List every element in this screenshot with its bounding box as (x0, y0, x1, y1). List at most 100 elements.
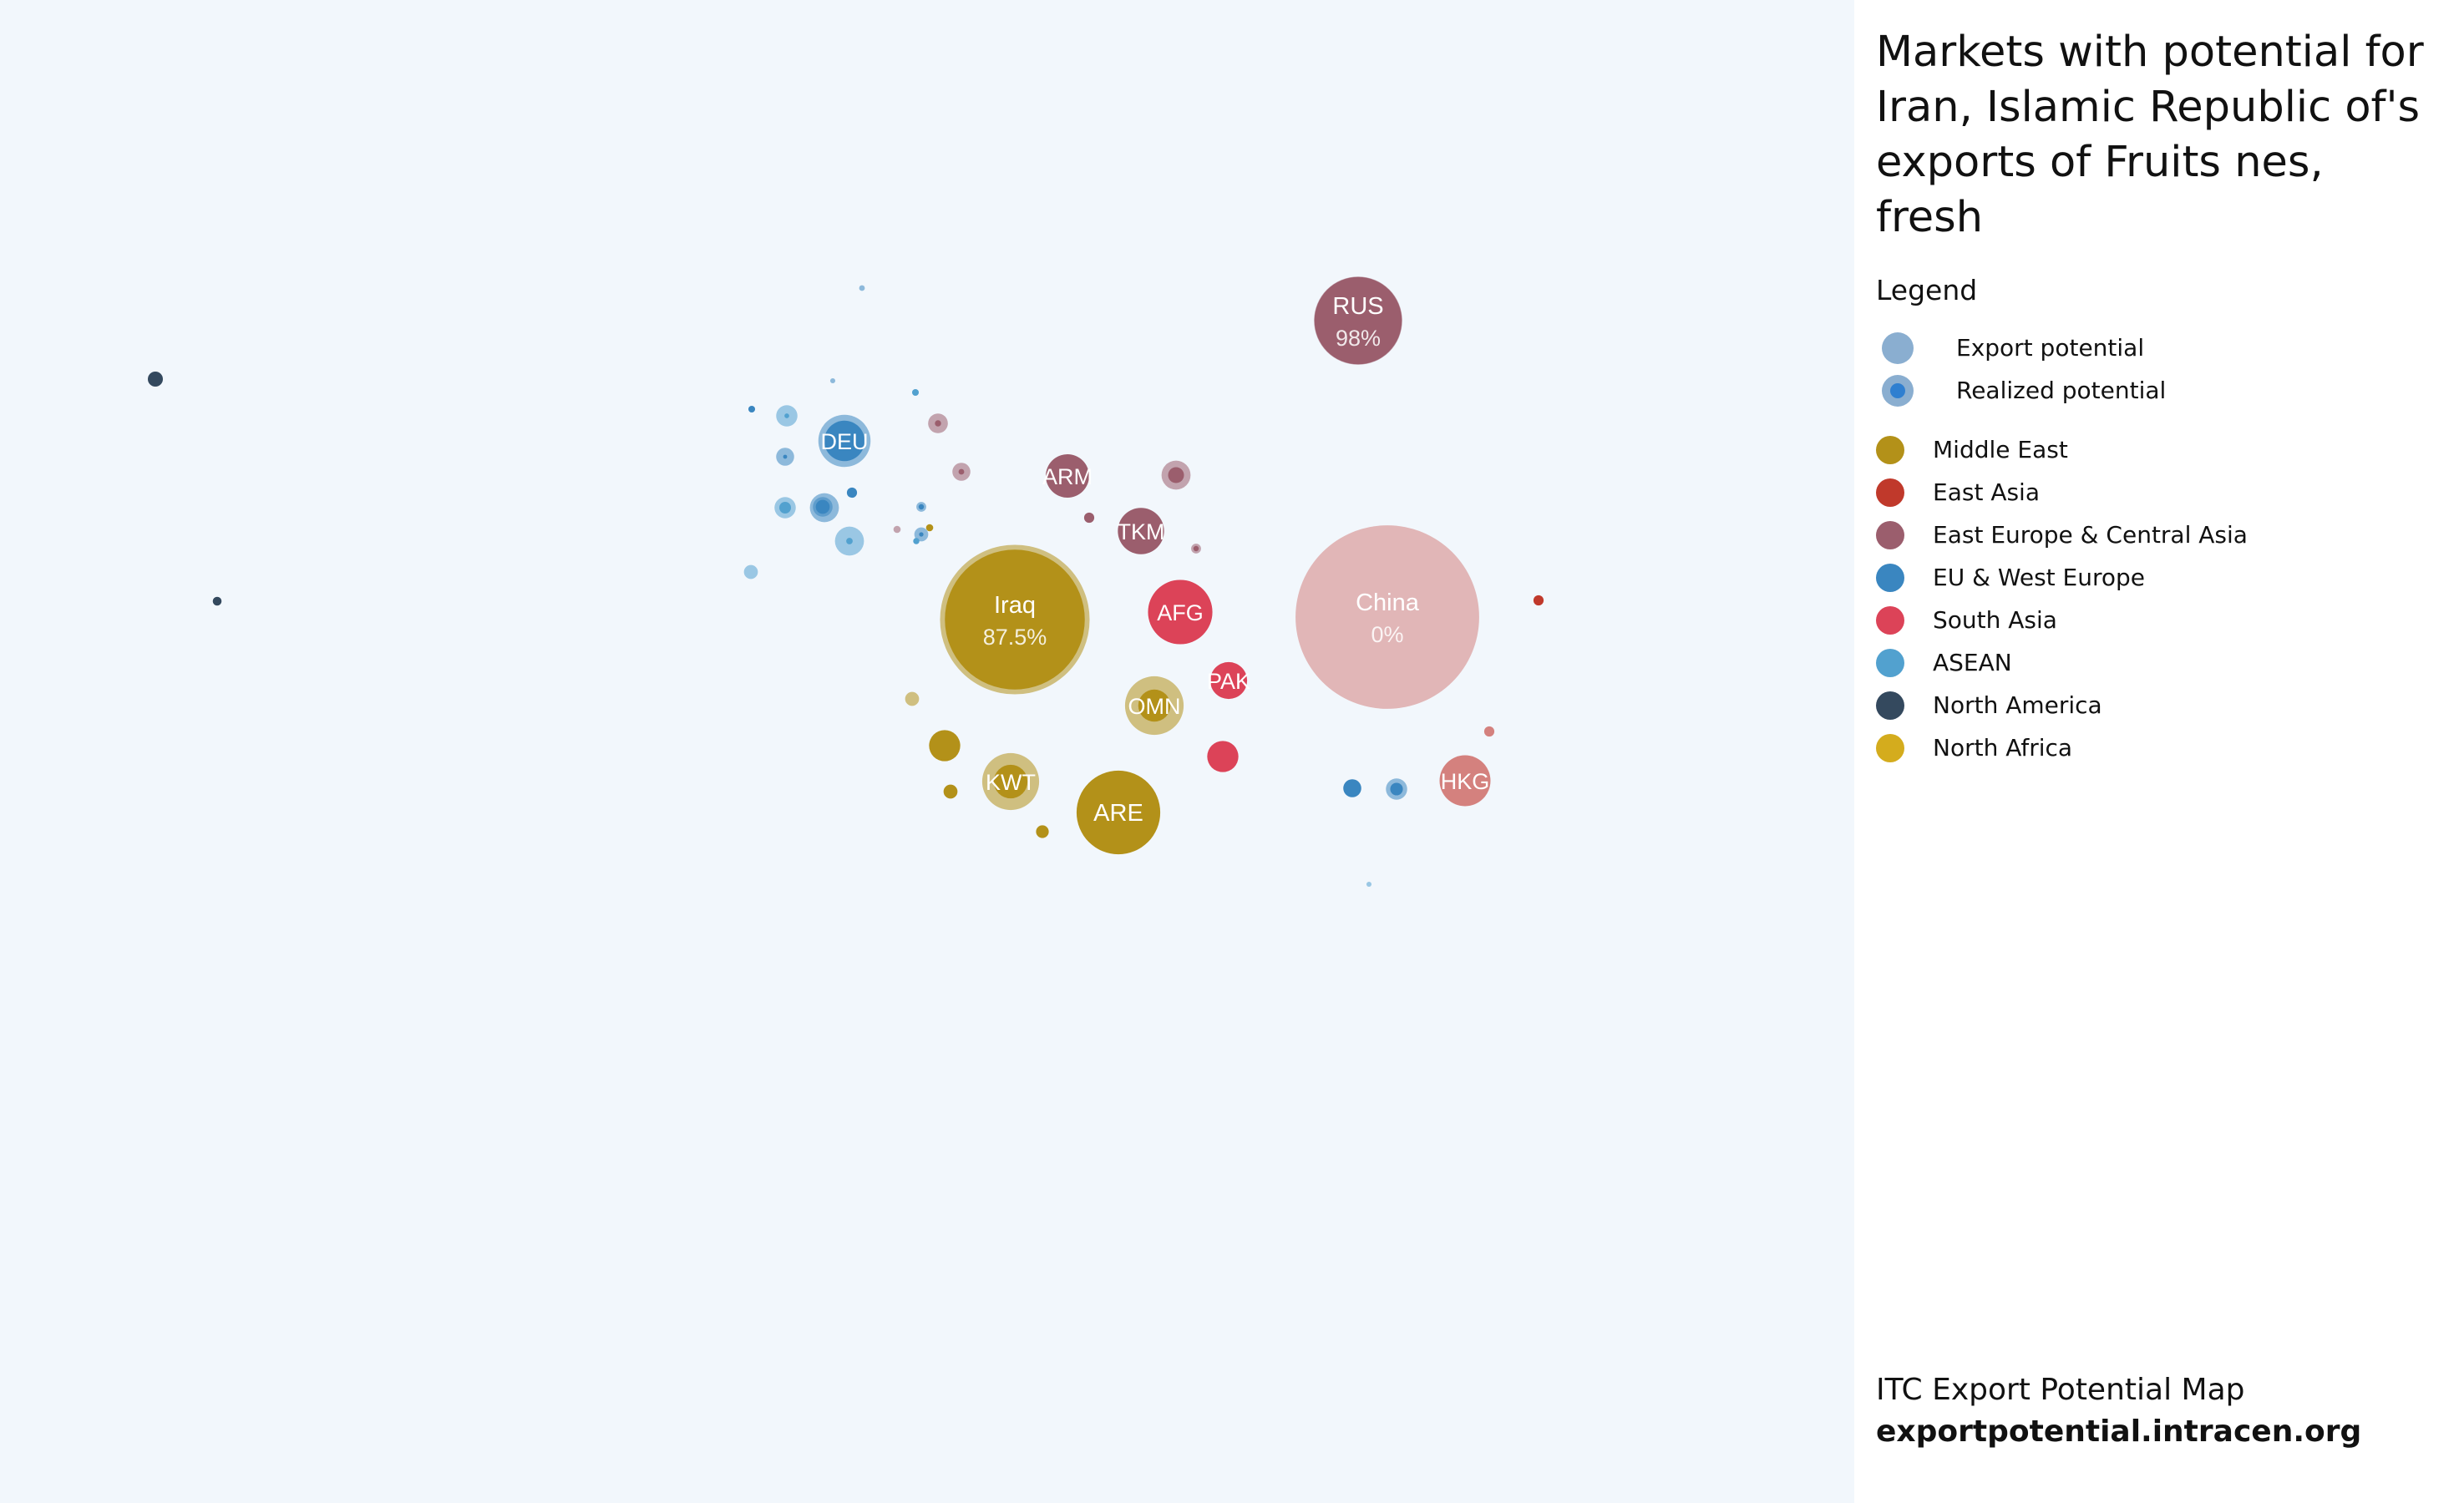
bubble-potential (929, 730, 961, 762)
bubble-label: DEU (820, 429, 868, 454)
bubble-arm[interactable]: ARM (1042, 454, 1093, 498)
bubble-market[interactable] (1386, 778, 1407, 800)
bubble-potential (846, 487, 858, 498)
bubble-market[interactable] (893, 525, 901, 534)
bubble-market[interactable] (834, 526, 864, 556)
bubble-market[interactable] (911, 388, 920, 397)
bubble-market[interactable] (928, 413, 948, 433)
legend-item-realized-potential[interactable]: Realized potential (1876, 369, 2442, 412)
bubble-label: RUS (1332, 293, 1383, 320)
legend-item-east-asia[interactable]: East Asia (1876, 471, 2442, 514)
chart-title: Markets with potential for Iran, Islamic… (1876, 28, 2424, 242)
bubble-potential (1483, 726, 1495, 737)
legend-swatch (1876, 605, 1904, 635)
bubble-market[interactable] (859, 285, 865, 291)
legend-label: North Africa (1933, 734, 2073, 762)
bubble-label: China (1356, 590, 1420, 616)
bubble-potential (147, 371, 164, 387)
bubble-label: TKM (1118, 519, 1165, 544)
bubble-market[interactable] (914, 527, 929, 542)
legend-swatch (1876, 691, 1904, 720)
bubble-market[interactable] (905, 691, 920, 706)
bubble-realized (815, 499, 830, 514)
bubble-market[interactable] (829, 377, 836, 384)
bubble-market[interactable] (1366, 881, 1372, 888)
bubble-label: PAK (1207, 669, 1250, 694)
bubble-market[interactable] (776, 448, 794, 466)
bubble-potential (1533, 595, 1544, 606)
bubble-market[interactable] (1343, 779, 1361, 797)
bubble-market[interactable] (929, 730, 961, 762)
bubble-potential (893, 525, 901, 534)
bubble-omn[interactable]: OMN (1124, 676, 1184, 736)
legend-item-north-america[interactable]: North America (1876, 684, 2442, 726)
bubble-iraq[interactable]: Iraq 87.5% (940, 544, 1090, 695)
bubble-percent: 0% (1371, 622, 1403, 647)
bubble-label: KWT (986, 770, 1036, 795)
bubble-realized (1390, 782, 1403, 796)
bubble-potential (1209, 661, 1248, 700)
bubble-afg[interactable]: AFG (1148, 579, 1213, 645)
legend-label: Middle East (1933, 436, 2068, 463)
legend-item-asean[interactable]: ASEAN (1876, 641, 2442, 684)
bubble-label: ARE (1093, 800, 1143, 827)
bubble-market[interactable] (943, 784, 958, 799)
legend-item-east-europe-central-asia[interactable]: East Europe & Central Asia (1876, 514, 2442, 556)
bubble-are[interactable]: ARE (1076, 770, 1161, 855)
export-potential-icon (1882, 331, 1914, 364)
bubble-percent: 98% (1336, 326, 1381, 351)
bubble-deu[interactable]: DEU (818, 414, 871, 468)
bubble-potential (1083, 512, 1095, 524)
footer: ITC Export Potential Map exportpotential… (1876, 1369, 2361, 1453)
legend-item-eu-west-europe[interactable]: EU & West Europe (1876, 556, 2442, 599)
bubble-label: Iraq (994, 592, 1036, 619)
bubble-potential (1343, 779, 1361, 797)
legend-label: South Asia (1933, 606, 2057, 634)
bubble-label: HKG (1441, 769, 1490, 794)
bubble-market[interactable] (212, 596, 222, 606)
legend-potential: Export potential Realized potential (1876, 326, 2442, 412)
bubble-market[interactable] (1483, 726, 1495, 737)
bubble-realized (945, 549, 1085, 690)
bubble-tkm[interactable]: TKM (1118, 508, 1165, 554)
bubble-market[interactable] (1533, 595, 1544, 606)
bubble-potential (1366, 881, 1372, 888)
legend-item-export-potential[interactable]: Export potential (1876, 326, 2442, 369)
bubble-market[interactable] (913, 538, 920, 544)
bubble-potential (1076, 770, 1161, 855)
bubble-market[interactable] (1083, 512, 1095, 524)
bubble-potential (1036, 825, 1049, 838)
bubble-market[interactable] (1207, 741, 1239, 772)
legend-item-middle-east[interactable]: Middle East (1876, 428, 2442, 471)
bubble-rus[interactable]: RUS 98% (1314, 276, 1402, 365)
bubble-market[interactable] (147, 371, 164, 387)
bubble-kwt[interactable]: KWT (981, 752, 1040, 811)
bubble-potential (1207, 741, 1239, 772)
bubble-market[interactable] (813, 497, 833, 517)
bubble-market[interactable] (743, 564, 758, 579)
legend-label: North America (1933, 691, 2102, 719)
bubble-market[interactable] (1191, 544, 1201, 554)
bubble-market[interactable] (1036, 825, 1049, 838)
bubble-pak[interactable]: PAK (1207, 661, 1250, 700)
legend-item-north-africa[interactable]: North Africa (1876, 726, 2442, 769)
bubble-china[interactable]: China 0% (1295, 525, 1479, 709)
legend-item-south-asia[interactable]: South Asia (1876, 599, 2442, 641)
bubble-realized (919, 532, 924, 537)
bubble-market[interactable] (952, 463, 971, 481)
legend-swatch (1876, 733, 1904, 762)
bubble-market[interactable] (925, 524, 934, 532)
bubble-realized (958, 468, 965, 475)
bubble-potential (212, 596, 222, 606)
bubble-potential (743, 564, 758, 579)
bubble-market[interactable] (1161, 460, 1191, 490)
footer-url[interactable]: exportpotential.intracen.org (1876, 1414, 2362, 1449)
bubble-market[interactable] (748, 405, 756, 413)
bubble-hkg[interactable]: HKG (1439, 755, 1491, 807)
legend-label: Realized potential (1956, 377, 2167, 404)
bubble-market[interactable] (774, 497, 796, 519)
bubble-market[interactable] (916, 502, 926, 512)
bubble-market[interactable] (776, 405, 798, 427)
bubble-potential (1118, 508, 1164, 554)
bubble-market[interactable] (846, 487, 858, 498)
